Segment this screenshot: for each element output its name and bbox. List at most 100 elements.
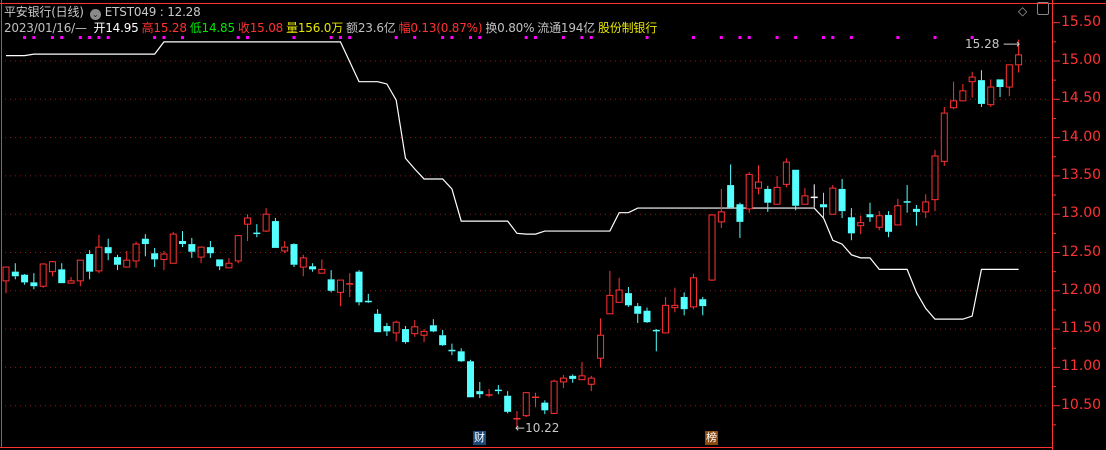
candle[interactable] <box>39 263 47 288</box>
candle[interactable] <box>875 211 883 231</box>
candle[interactable] <box>21 273 29 285</box>
candle[interactable] <box>717 188 725 228</box>
candle[interactable] <box>48 260 56 277</box>
candle[interactable] <box>309 263 317 272</box>
candle[interactable] <box>1015 39 1023 73</box>
candle[interactable] <box>541 400 549 415</box>
candle[interactable] <box>829 185 837 215</box>
candle[interactable] <box>689 273 697 310</box>
candle[interactable] <box>141 234 149 257</box>
candle[interactable] <box>569 374 577 383</box>
candle[interactable] <box>281 241 289 254</box>
candle[interactable] <box>457 348 465 363</box>
candle[interactable] <box>903 185 911 213</box>
candle[interactable] <box>745 172 753 213</box>
candle[interactable] <box>838 178 846 219</box>
diamond-icon[interactable]: ◇ <box>1018 4 1028 18</box>
candle[interactable] <box>346 273 354 297</box>
candle[interactable] <box>680 292 688 316</box>
candle[interactable] <box>559 375 567 389</box>
candle[interactable] <box>188 237 196 258</box>
candle[interactable] <box>318 259 326 274</box>
candle[interactable] <box>262 208 270 232</box>
candle[interactable] <box>234 234 242 264</box>
candle[interactable] <box>336 279 344 307</box>
candle[interactable] <box>532 392 540 408</box>
candle[interactable] <box>847 208 855 241</box>
candle[interactable] <box>429 319 437 333</box>
candle[interactable] <box>494 385 502 395</box>
candle[interactable] <box>894 198 902 226</box>
candle[interactable] <box>327 270 335 293</box>
candle[interactable] <box>374 309 382 333</box>
candle[interactable] <box>160 250 168 271</box>
candle[interactable] <box>448 343 456 356</box>
candle[interactable] <box>597 318 605 368</box>
candle[interactable] <box>169 231 177 264</box>
candle[interactable] <box>253 224 261 238</box>
candle[interactable] <box>2 266 10 294</box>
candle[interactable] <box>439 329 447 346</box>
candle[interactable] <box>95 234 103 274</box>
candle[interactable] <box>857 215 865 235</box>
candle[interactable] <box>773 175 781 205</box>
candle[interactable] <box>662 296 670 334</box>
candle[interactable] <box>727 164 735 209</box>
candle[interactable] <box>578 362 586 381</box>
candle[interactable] <box>987 79 995 107</box>
candle[interactable] <box>522 392 530 418</box>
candle[interactable] <box>299 254 307 277</box>
candle[interactable] <box>931 149 939 212</box>
candle[interactable] <box>364 293 372 304</box>
candle[interactable] <box>885 211 893 238</box>
circle-chevron-icon[interactable]: ⌄ <box>89 9 101 20</box>
candle[interactable] <box>643 307 651 323</box>
candle[interactable] <box>699 296 707 316</box>
candle[interactable] <box>355 270 363 306</box>
candle[interactable] <box>606 270 614 315</box>
candle[interactable] <box>76 259 84 287</box>
candle[interactable] <box>959 83 967 102</box>
candle[interactable] <box>504 391 512 414</box>
indicator-value[interactable]: ETST049 : 12.28 <box>104 5 201 19</box>
candle[interactable] <box>708 214 716 281</box>
candle[interactable] <box>420 329 428 343</box>
candle[interactable] <box>977 70 985 107</box>
candle[interactable] <box>810 184 818 208</box>
candle[interactable] <box>671 287 679 313</box>
candle[interactable] <box>968 71 976 98</box>
ranking-list-marker[interactable]: 榜 <box>705 431 718 445</box>
candle[interactable] <box>950 81 958 110</box>
candle[interactable] <box>940 106 948 166</box>
candle[interactable] <box>550 379 558 415</box>
candle[interactable] <box>467 359 474 398</box>
candle[interactable] <box>866 202 874 222</box>
candle[interactable] <box>86 250 94 280</box>
candle[interactable] <box>401 326 409 344</box>
candle[interactable] <box>58 263 66 284</box>
candle[interactable] <box>30 273 38 290</box>
candle[interactable] <box>820 192 828 218</box>
candle[interactable] <box>206 241 214 258</box>
candle[interactable] <box>197 246 205 264</box>
candle[interactable] <box>104 238 112 261</box>
candle[interactable] <box>11 263 19 280</box>
candle[interactable] <box>615 277 623 303</box>
candle[interactable] <box>392 320 400 342</box>
candle[interactable] <box>996 79 1004 98</box>
candle[interactable] <box>290 243 298 268</box>
candle[interactable] <box>179 231 187 248</box>
candle[interactable] <box>652 329 660 352</box>
window-toggle-icon[interactable] <box>1037 2 1049 15</box>
candle[interactable] <box>244 214 252 242</box>
candle[interactable] <box>132 241 140 268</box>
candle[interactable] <box>485 388 493 398</box>
candle[interactable] <box>736 202 744 238</box>
candle[interactable] <box>151 247 159 268</box>
candle[interactable] <box>624 286 632 307</box>
candle[interactable] <box>587 375 595 392</box>
candle[interactable] <box>912 205 920 226</box>
candle[interactable] <box>801 188 809 205</box>
candle[interactable] <box>476 381 484 399</box>
